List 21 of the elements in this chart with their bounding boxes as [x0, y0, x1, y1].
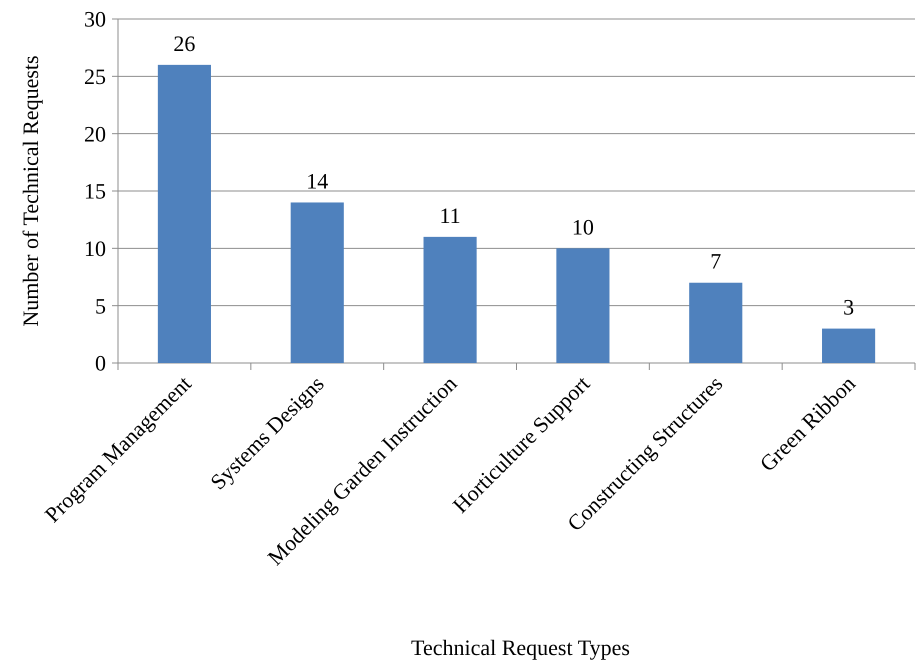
- y-tick-label: 10: [84, 236, 106, 262]
- data-label: 26: [173, 30, 196, 56]
- bar: [556, 248, 610, 363]
- bar: [158, 64, 211, 363]
- y-tick-label: 20: [84, 121, 106, 146]
- bar: [822, 328, 876, 363]
- bar: [424, 236, 477, 363]
- y-tick-label: 30: [84, 6, 106, 32]
- data-label: 7: [710, 248, 722, 274]
- y-tick-label: 25: [84, 64, 106, 90]
- data-label: 3: [843, 294, 854, 320]
- y-axis-title: Number of Technical Requests: [18, 55, 43, 327]
- data-label: 11: [439, 202, 461, 228]
- y-tick-label: 0: [95, 350, 106, 376]
- y-tick-label: 15: [84, 178, 106, 204]
- y-tick-label: 5: [95, 293, 106, 318]
- bar: [290, 202, 344, 363]
- bar: [689, 282, 742, 363]
- data-label: 14: [306, 168, 328, 194]
- data-label: 10: [572, 214, 594, 240]
- x-axis-title: Technical Request Types: [411, 635, 630, 660]
